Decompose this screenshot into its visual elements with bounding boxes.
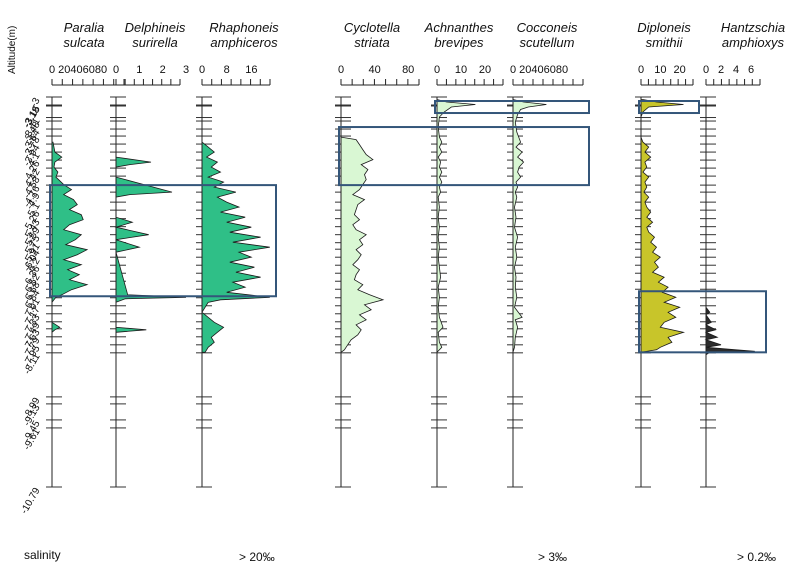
scale-tick-label: 0: [703, 64, 709, 76]
panel-title-line: striata: [354, 35, 389, 50]
panel-title-line: Cyclotella: [344, 20, 400, 35]
scale-tick-label: 40: [368, 64, 380, 76]
panel-title-line: scutellum: [520, 35, 575, 50]
panel-title-line: brevipes: [434, 35, 484, 50]
scale-tick-label: 0: [638, 64, 644, 76]
abundance-area: [704, 306, 755, 356]
panel-title-line: Delphineis: [125, 20, 186, 35]
scale-tick-label: 80: [402, 64, 414, 76]
panel-title-line: amphiceros: [210, 35, 278, 50]
abundance-area: [201, 141, 270, 353]
highlight-box: [434, 100, 590, 115]
salinity-brackish-label: > 3‰: [538, 550, 568, 564]
scale-tick-label: 3: [183, 64, 189, 76]
abundance-area: [640, 99, 686, 353]
scale-tick-label: 0: [338, 64, 344, 76]
abundance-area: [436, 98, 476, 354]
altitude-tick-label: -9.61: [22, 427, 43, 453]
panel-title-line: Rhaphoneis: [209, 20, 279, 35]
panel-title-line: amphioxys: [722, 35, 785, 50]
highlight-box: [638, 100, 700, 115]
abundance-area: [512, 98, 547, 353]
scale-tick-label: 10: [654, 64, 666, 76]
abundance-area: [51, 141, 89, 353]
abundance-area: [114, 156, 187, 353]
scale-tick-label: 0: [113, 64, 119, 76]
altitude-axis-title: Altitude(m): [7, 26, 18, 74]
altitude-tick-label: -10.79: [19, 486, 43, 516]
panel-title-line: Paralia: [64, 20, 104, 35]
scale-tick-label: 2: [160, 64, 166, 76]
panel-title-line: surirella: [132, 35, 178, 50]
panel-title-line: smithii: [646, 35, 684, 50]
abundance-area: [340, 136, 385, 354]
scale-tick-label: 10: [455, 64, 467, 76]
salinity-marine-label: > 20‰: [239, 550, 275, 564]
salinity-label: salinity: [24, 548, 61, 562]
highlight-boxes: [49, 100, 767, 354]
scale-tick-label: 2: [718, 64, 724, 76]
salinity-fresh-label: > 0.2‰: [737, 550, 777, 564]
highlight-box: [338, 126, 590, 187]
scale-tick-label: 0 20406080: [49, 64, 107, 76]
scale-tick-label: 20: [479, 64, 491, 76]
scale-tick-label: 0: [434, 64, 440, 76]
scale-tick-label: 4: [733, 64, 739, 76]
panel-title-line: Achnanthes: [424, 20, 494, 35]
highlight-box: [49, 184, 277, 298]
scale-tick-label: 8: [224, 64, 230, 76]
scale-tick-label: 1: [136, 64, 142, 76]
altitude-axis: Altitude(m)-3-3.16-3.18-3.41-3.48-3.64-3…: [7, 26, 43, 516]
scale-tick-label: 0: [199, 64, 205, 76]
highlight-box: [638, 290, 767, 354]
panel-title-line: sulcata: [63, 35, 104, 50]
scale-tick-label: 20: [674, 64, 686, 76]
scale-tick-label: 16: [245, 64, 257, 76]
scale-tick-label: 0 20406080: [510, 64, 568, 76]
panel-title-line: Diploneis: [637, 20, 691, 35]
scale-tick-label: 6: [748, 64, 754, 76]
panel-title-line: Cocconeis: [517, 20, 578, 35]
panel-title-line: Hantzschia: [721, 20, 785, 35]
